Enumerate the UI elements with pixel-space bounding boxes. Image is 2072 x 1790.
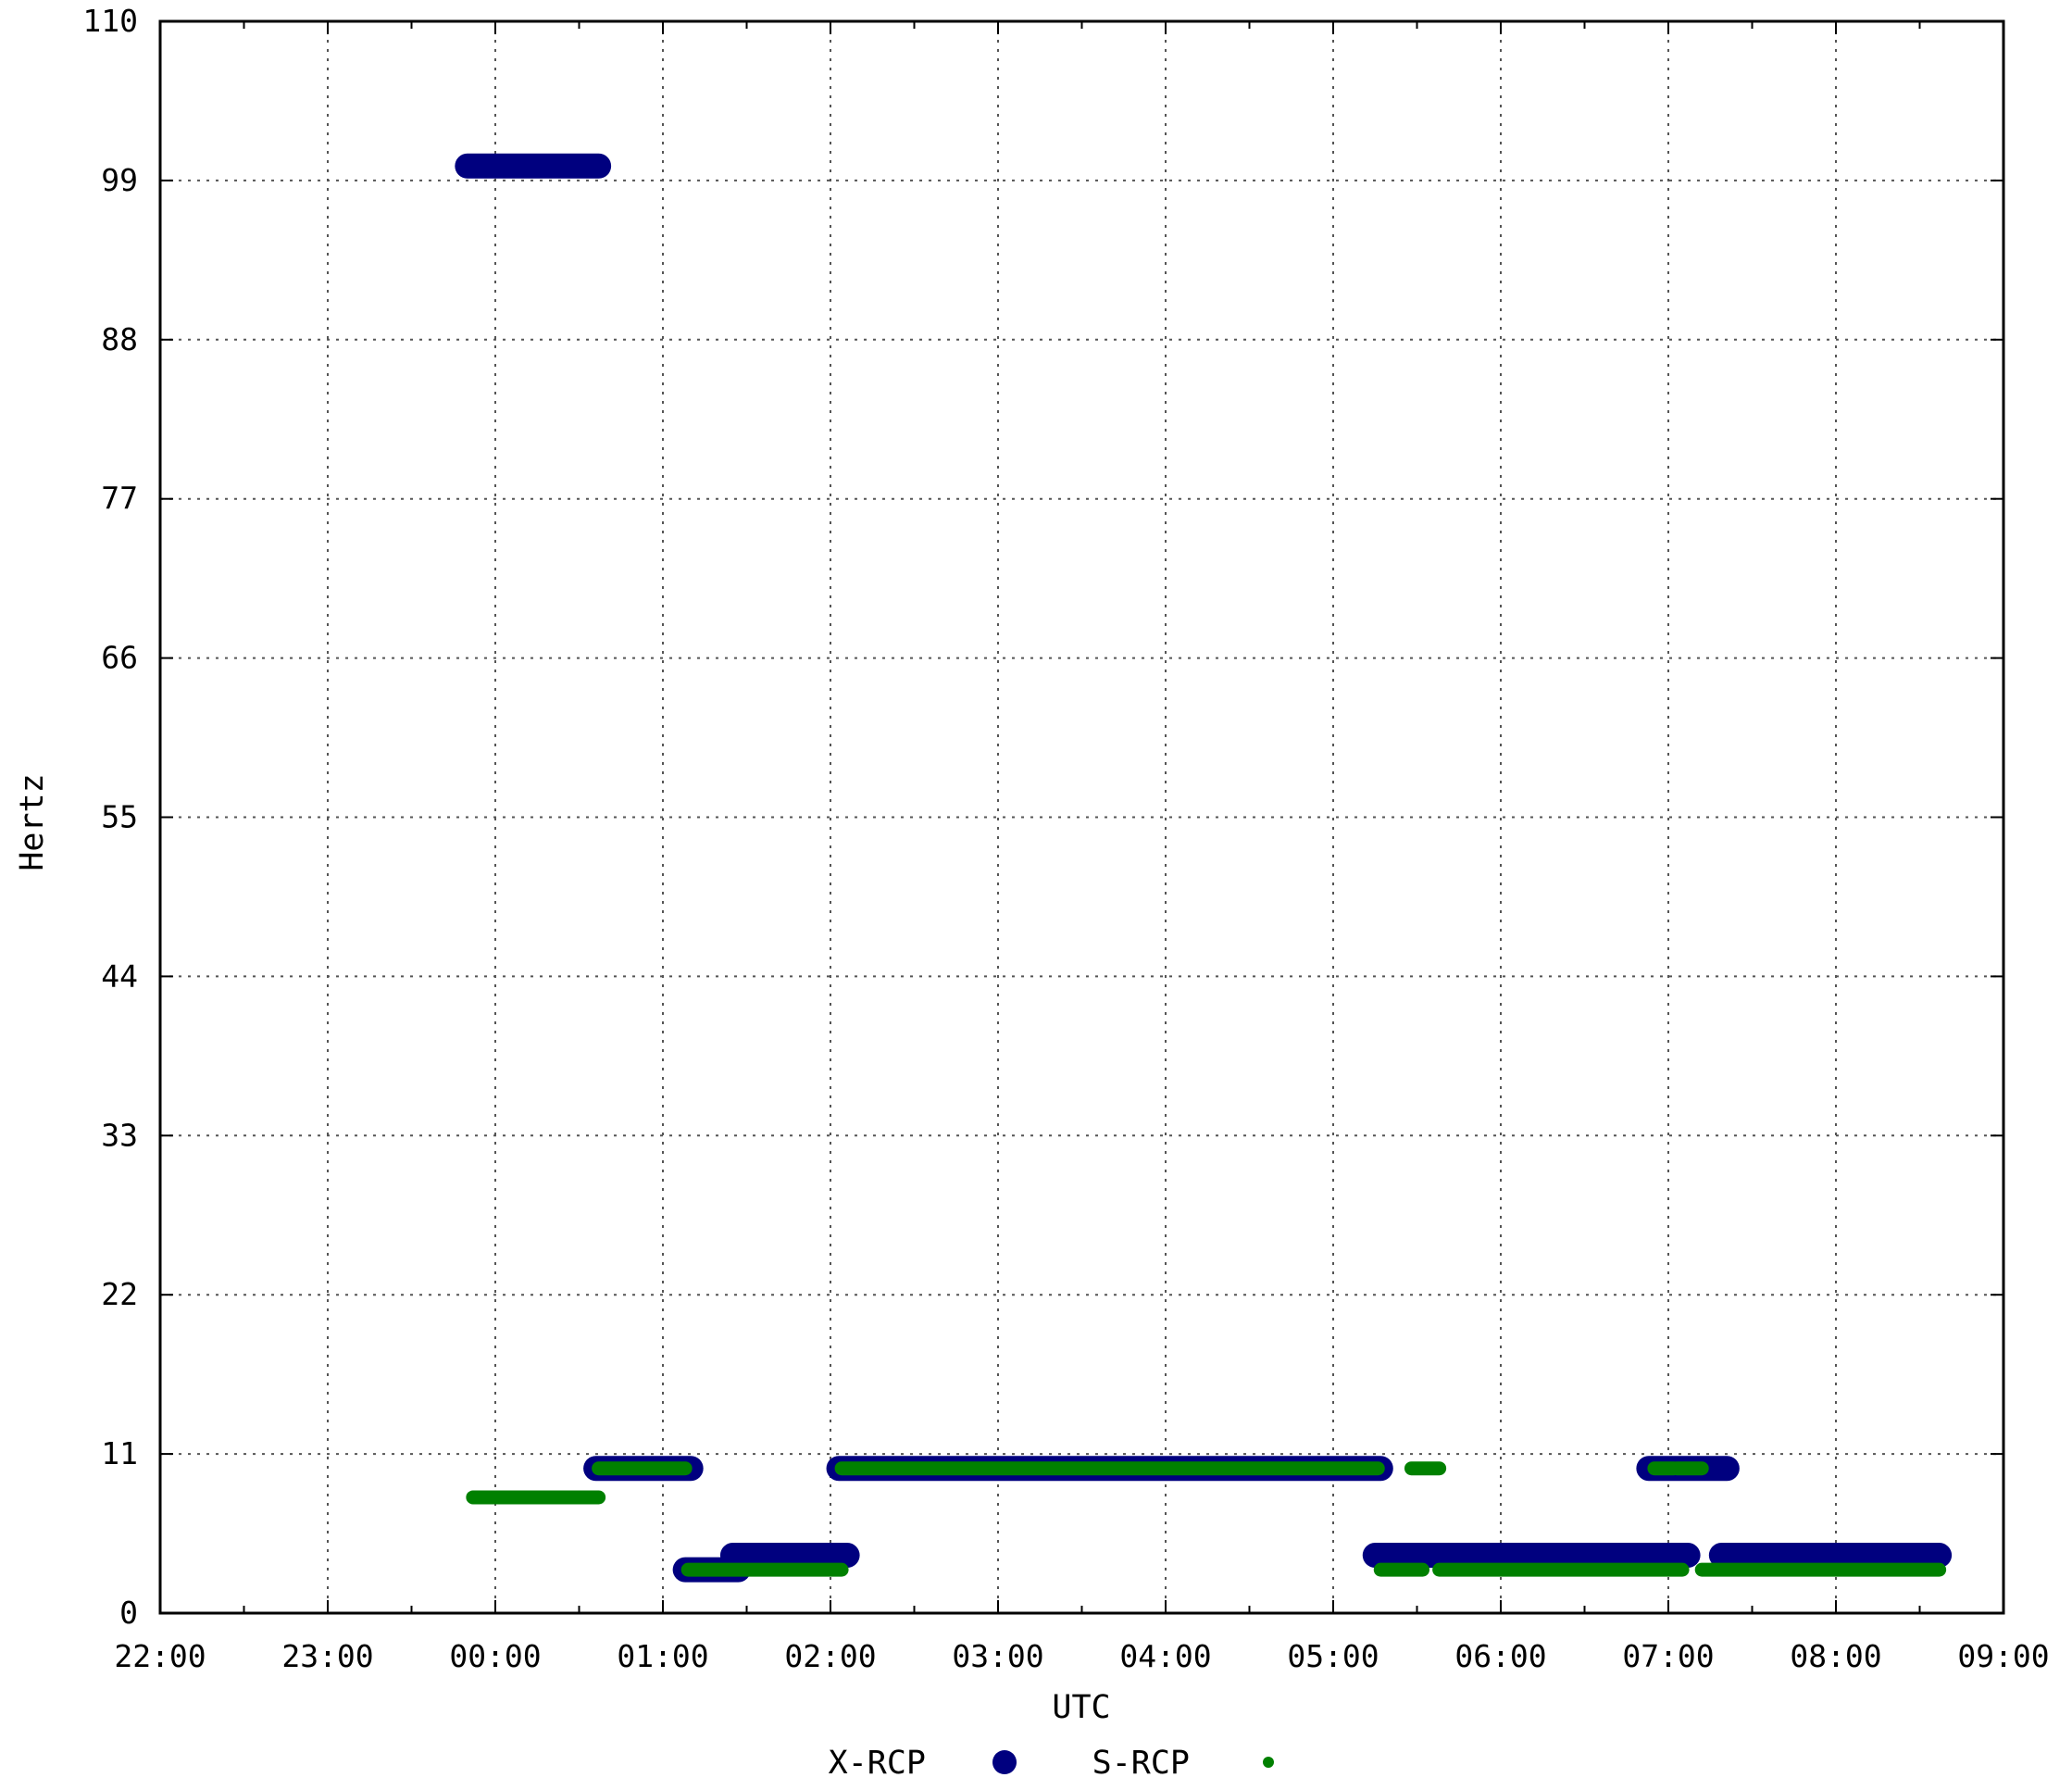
x-axis-label: UTC <box>1052 1689 1110 1726</box>
series-x-rcp <box>455 153 1953 1583</box>
y-tick-label: 66 <box>101 640 138 676</box>
legend-marker <box>1263 1757 1274 1768</box>
x-tick-label: 08:00 <box>1790 1638 1881 1674</box>
x-tick-label: 00:00 <box>449 1638 541 1674</box>
y-tick-label: 88 <box>101 321 138 357</box>
y-tick-label: 44 <box>101 958 138 994</box>
y-tick-label: 77 <box>101 481 138 517</box>
x-tick-label: 23:00 <box>281 1638 373 1674</box>
x-tick-label: 06:00 <box>1454 1638 1546 1674</box>
x-tick-label: 07:00 <box>1622 1638 1714 1674</box>
x-tick-label: 04:00 <box>1119 1638 1211 1674</box>
x-tick-label: 09:00 <box>1957 1638 2049 1674</box>
series-layer <box>455 153 1953 1583</box>
legend-label: X-RCP <box>829 1745 926 1782</box>
y-tick-label: 22 <box>101 1276 138 1312</box>
y-tick-label: 33 <box>101 1117 138 1153</box>
legend-label: S-RCP <box>1092 1745 1190 1782</box>
x-tick-label: 02:00 <box>784 1638 876 1674</box>
tick-layer: 22:00 23:00 00:00 01:00 02:00 03:00 04:00 05:00… <box>82 3 2049 1674</box>
y-tick-label: 99 <box>101 162 138 198</box>
legend-marker <box>992 1750 1017 1774</box>
x-tick-label: 22:00 <box>114 1638 206 1674</box>
grid <box>160 21 2003 1613</box>
y-tick-label: 110 <box>82 3 138 39</box>
x-tick-label: 01:00 <box>617 1638 708 1674</box>
y-axis-label: Hertz <box>14 773 51 870</box>
x-tick-label: 03:00 <box>952 1638 1043 1674</box>
x-tick-label: 05:00 <box>1287 1638 1379 1674</box>
y-tick-label: 55 <box>101 799 138 835</box>
series-s-rcp <box>466 1461 1947 1577</box>
y-tick-label: 0 <box>119 1595 138 1631</box>
legend: X-RCP S-RCP <box>829 1745 1274 1782</box>
y-tick-label: 11 <box>101 1435 138 1471</box>
